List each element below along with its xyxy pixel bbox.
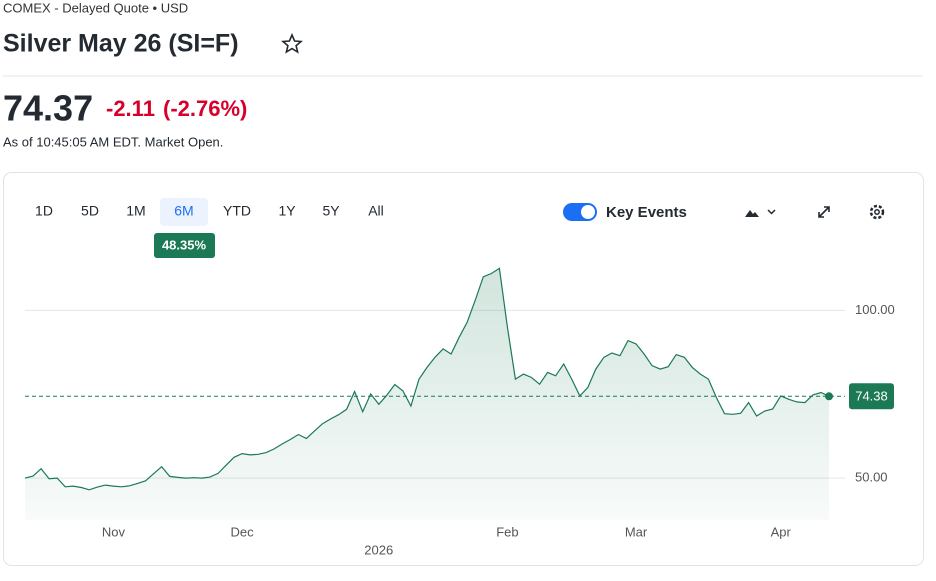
range-button[interactable]: 5Y <box>322 203 340 219</box>
range-button[interactable]: 1Y <box>278 203 296 219</box>
range-change: 48.35% <box>162 237 207 252</box>
x-tick-label: Feb <box>496 524 518 539</box>
symbol-title: Silver May 26 (SI=F) <box>3 30 239 58</box>
last-price-label: 74.38 <box>855 389 888 404</box>
x-tick-label: Mar <box>625 524 648 539</box>
range-button[interactable]: 5D <box>81 203 99 219</box>
y-tick-label: 100.00 <box>855 302 895 317</box>
as-of: As of 10:45:05 AM EDT. Market Open. <box>3 134 223 149</box>
range-button[interactable]: 1M <box>126 203 145 219</box>
price: 74.37 <box>3 88 93 129</box>
range-change-badge <box>154 233 215 258</box>
change: -2.11 <box>106 96 155 121</box>
range-button[interactable]: 6M <box>174 203 193 219</box>
last-point <box>825 392 833 401</box>
range-button[interactable]: YTD <box>223 203 251 219</box>
chart-card <box>3 172 924 566</box>
x-tick-label: Apr <box>771 524 792 539</box>
fullscreen-icon[interactable] <box>818 206 830 218</box>
key-events-label[interactable]: Key Events <box>606 204 687 221</box>
toggle-knob <box>581 205 595 219</box>
settings-icon-center <box>874 209 880 215</box>
watchlist-star[interactable] <box>281 32 303 54</box>
chart-type-chevron[interactable] <box>767 209 776 215</box>
area-fill <box>25 268 829 520</box>
range-buttons: 1D 5D 1M 6M 48.35% YTD 1Y 5Y All <box>35 198 384 258</box>
x-tick-label: 2026 <box>364 542 393 557</box>
change-percent: (-2.76%) <box>163 96 247 121</box>
range-button[interactable]: All <box>368 203 384 219</box>
range-button[interactable]: 1D <box>35 203 53 219</box>
x-tick-label: Dec <box>231 524 255 539</box>
y-tick-label: 50.00 <box>855 470 888 485</box>
x-tick-label: Nov <box>102 524 126 539</box>
last-price-badge <box>849 383 894 410</box>
settings-icon[interactable] <box>869 204 885 220</box>
chart-type-icon[interactable] <box>745 210 759 217</box>
exchange: COMEX - Delayed Quote • USD <box>3 0 188 15</box>
range-selected-bg <box>160 198 208 226</box>
plot: 50.00 100.00 Nov Dec 2026 Feb Mar Apr 74.38 <box>24 267 895 557</box>
price-line <box>24 267 830 491</box>
